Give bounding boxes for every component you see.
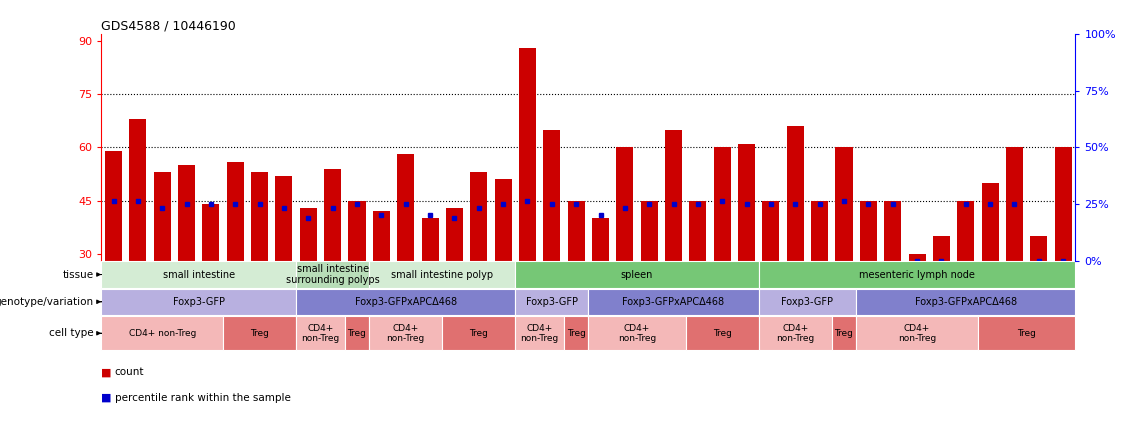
Bar [977, 316, 1075, 350]
Text: small intestine polyp: small intestine polyp [391, 269, 493, 280]
Text: Foxp3-GFP: Foxp3-GFP [526, 297, 578, 307]
Bar [296, 261, 369, 288]
Bar [592, 218, 609, 261]
Bar [519, 48, 536, 261]
Bar [348, 201, 366, 261]
Bar [564, 316, 588, 350]
Bar [421, 218, 439, 261]
Bar [397, 154, 414, 261]
Bar [324, 169, 341, 261]
Text: Treg: Treg [348, 329, 366, 338]
Bar [300, 208, 316, 261]
Text: Treg: Treg [470, 329, 489, 338]
Text: mesenteric lymph node: mesenteric lymph node [859, 269, 975, 280]
Bar [932, 236, 950, 261]
Bar [835, 147, 852, 261]
Bar [516, 316, 564, 350]
Text: Treg: Treg [834, 329, 854, 338]
Text: CD4+
non-Treg: CD4+ non-Treg [302, 324, 340, 343]
Bar [516, 289, 589, 315]
Bar [203, 204, 220, 261]
Bar [223, 316, 296, 350]
Bar [516, 261, 759, 288]
Text: percentile rank within the sample: percentile rank within the sample [115, 393, 291, 403]
Bar [369, 261, 516, 288]
Bar [153, 172, 171, 261]
Bar [1055, 147, 1072, 261]
Bar [543, 129, 561, 261]
Text: CD4+
non-Treg: CD4+ non-Treg [520, 324, 558, 343]
Bar [178, 165, 195, 261]
Bar [714, 147, 731, 261]
Bar [856, 289, 1075, 315]
Bar [1006, 147, 1024, 261]
Bar [251, 172, 268, 261]
Bar [856, 316, 977, 350]
Text: tissue: tissue [62, 269, 93, 280]
Bar [471, 172, 488, 261]
Bar [129, 119, 146, 261]
Text: count: count [115, 367, 144, 377]
Bar [589, 289, 759, 315]
Bar [345, 316, 369, 350]
Bar [738, 144, 756, 261]
Bar [811, 201, 829, 261]
Bar [296, 316, 345, 350]
Bar [665, 129, 682, 261]
Bar [759, 261, 1075, 288]
Text: genotype/variation: genotype/variation [0, 297, 93, 307]
Text: cell type: cell type [48, 328, 93, 338]
Text: spleen: spleen [620, 269, 653, 280]
Text: Treg: Treg [1017, 329, 1036, 338]
Bar [759, 289, 856, 315]
Bar [884, 201, 901, 261]
Bar [589, 316, 686, 350]
Bar [832, 316, 856, 350]
Bar [641, 201, 658, 261]
Text: small intestine: small intestine [162, 269, 235, 280]
Text: ■: ■ [101, 367, 111, 377]
Bar [957, 201, 974, 261]
Bar [101, 316, 223, 350]
Bar [616, 147, 634, 261]
Text: Treg: Treg [250, 329, 269, 338]
Bar [686, 316, 759, 350]
Text: Foxp3-GFPxAPCΔ468: Foxp3-GFPxAPCΔ468 [355, 297, 457, 307]
Text: Treg: Treg [713, 329, 732, 338]
Text: GDS4588 / 10446190: GDS4588 / 10446190 [101, 20, 236, 33]
Bar [369, 316, 443, 350]
Bar [1030, 236, 1047, 261]
Bar [759, 316, 832, 350]
Text: CD4+
non-Treg: CD4+ non-Treg [618, 324, 656, 343]
Text: CD4+
non-Treg: CD4+ non-Treg [897, 324, 936, 343]
Bar [296, 289, 516, 315]
Bar [101, 289, 296, 315]
Text: Foxp3-GFP: Foxp3-GFP [781, 297, 833, 307]
Bar [762, 201, 779, 261]
Bar [689, 201, 706, 261]
Bar [226, 162, 244, 261]
Bar [446, 208, 463, 261]
Text: CD4+
non-Treg: CD4+ non-Treg [776, 324, 814, 343]
Bar [494, 179, 511, 261]
Bar [787, 126, 804, 261]
Bar [443, 316, 516, 350]
Text: CD4+
non-Treg: CD4+ non-Treg [386, 324, 425, 343]
Bar [860, 201, 877, 261]
Bar [373, 211, 390, 261]
Text: small intestine
surrounding polyps: small intestine surrounding polyps [286, 264, 379, 285]
Bar [982, 183, 999, 261]
Text: Foxp3-GFPxAPCΔ468: Foxp3-GFPxAPCΔ468 [623, 297, 725, 307]
Text: ■: ■ [101, 393, 111, 403]
Text: CD4+ non-Treg: CD4+ non-Treg [128, 329, 196, 338]
Bar [101, 261, 296, 288]
Bar [909, 254, 926, 261]
Bar [105, 151, 122, 261]
Bar [568, 201, 584, 261]
Text: Foxp3-GFPxAPCΔ468: Foxp3-GFPxAPCΔ468 [914, 297, 1017, 307]
Bar [276, 176, 293, 261]
Text: Foxp3-GFP: Foxp3-GFP [172, 297, 225, 307]
Text: Treg: Treg [566, 329, 586, 338]
